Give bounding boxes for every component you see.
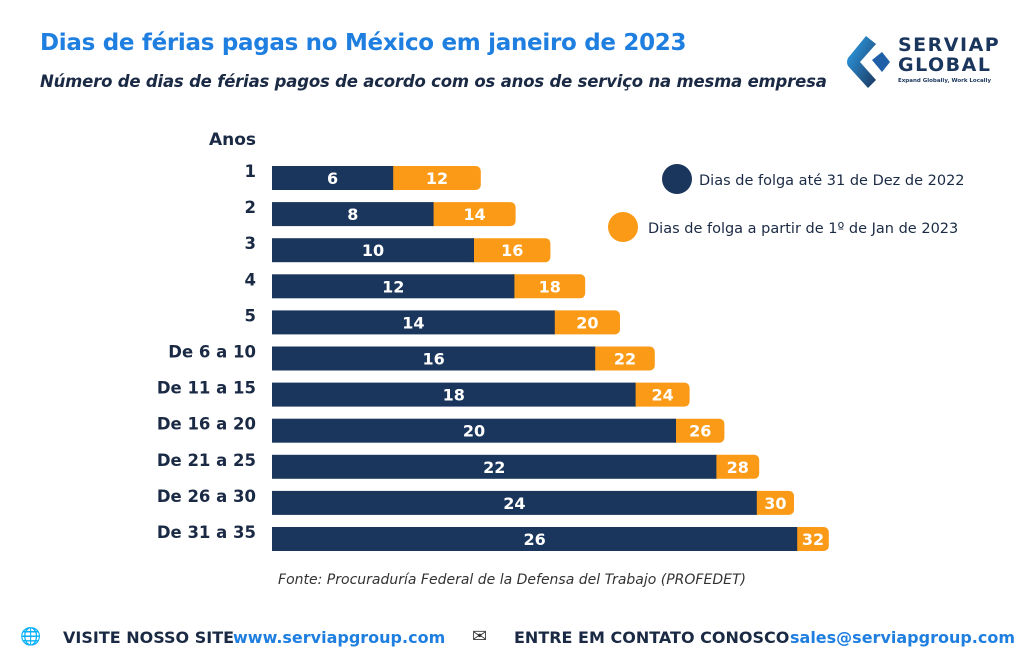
logo-text: SERVIAP bbox=[898, 34, 1001, 56]
legend-label-2022: Dias de folga até 31 de Dez de 2022 bbox=[699, 173, 965, 189]
bar-2022 bbox=[272, 310, 555, 335]
bar-2022 bbox=[272, 490, 757, 515]
bar-2022 bbox=[272, 346, 596, 371]
data-label-2023: 22 bbox=[614, 350, 636, 369]
data-label-2023: 30 bbox=[764, 494, 786, 513]
category-label: De 31 a 35 bbox=[157, 523, 256, 542]
legend-swatch-2023 bbox=[608, 212, 638, 242]
bar-2022 bbox=[272, 166, 394, 190]
bar-2023 bbox=[710, 454, 760, 479]
bar-2022 bbox=[272, 238, 474, 263]
bar-2023 bbox=[508, 274, 586, 299]
category-label: De 11 a 15 bbox=[157, 379, 256, 398]
data-label-2022: 14 bbox=[402, 313, 424, 332]
data-label-2023: 24 bbox=[651, 386, 673, 405]
data-label-2022: 24 bbox=[503, 494, 525, 513]
logo-text: GLOBAL bbox=[898, 54, 992, 76]
mail-icon: ✉ bbox=[472, 626, 488, 647]
page-title: Dias de férias pagas no México em janeir… bbox=[40, 30, 687, 56]
bar-2022 bbox=[272, 454, 717, 479]
category-label: De 21 a 25 bbox=[157, 451, 256, 470]
bar-2022 bbox=[272, 418, 676, 443]
data-label-2023: 14 bbox=[463, 205, 485, 224]
category-label: 4 bbox=[245, 270, 256, 289]
footer: 🌐 VISITE NOSSO SITE www.serviapgroup.com… bbox=[0, 626, 1024, 652]
category-label: De 16 a 20 bbox=[157, 415, 256, 434]
data-label-2022: 12 bbox=[382, 277, 404, 296]
data-label-2022: 22 bbox=[483, 458, 505, 477]
category-label: 2 bbox=[245, 198, 256, 217]
data-label-2022: 10 bbox=[362, 241, 384, 260]
bar-2023 bbox=[629, 382, 690, 407]
bar-2023 bbox=[791, 527, 829, 551]
legend-label-2023: Dias de folga a partir de 1º de Jan de 2… bbox=[648, 221, 958, 237]
data-label-2023: 18 bbox=[539, 277, 561, 296]
data-label-2022: 20 bbox=[463, 422, 485, 441]
legend: Dias de folga até 31 de Dez de 2022 Dias… bbox=[608, 164, 965, 242]
category-label: 1 bbox=[245, 162, 256, 181]
bar-2022 bbox=[272, 382, 636, 407]
data-label-2023: 28 bbox=[727, 458, 749, 477]
data-label-2023: 16 bbox=[501, 241, 523, 260]
bar-2022 bbox=[272, 274, 515, 299]
bar-2023 bbox=[548, 310, 620, 335]
category-label: De 26 a 30 bbox=[157, 487, 256, 506]
data-label-2022: 8 bbox=[347, 205, 358, 224]
data-label-2023: 26 bbox=[689, 422, 711, 441]
bar-2023 bbox=[750, 490, 794, 515]
source-note: Fonte: Procuraduría Federal de la Defens… bbox=[278, 572, 746, 588]
bar-2022 bbox=[272, 202, 434, 227]
bar-2023 bbox=[427, 202, 516, 227]
data-label-2023: 32 bbox=[802, 530, 824, 549]
bar-2022 bbox=[272, 527, 798, 551]
logo-mark-icon bbox=[847, 36, 890, 88]
data-label-2023: 20 bbox=[576, 313, 598, 332]
category-header: Anos bbox=[209, 130, 256, 150]
contact-label: ENTRE EM CONTATO CONOSCO bbox=[514, 628, 790, 647]
category-label: 3 bbox=[245, 234, 256, 253]
data-label-2022: 26 bbox=[523, 530, 545, 549]
bar-2023 bbox=[468, 238, 551, 263]
bar-2023 bbox=[589, 346, 655, 371]
legend-swatch-2022 bbox=[662, 164, 692, 194]
page-subtitle: Número de dias de férias pagos de acordo… bbox=[40, 72, 827, 91]
logo-tagline: Expand Globally, Work Locally bbox=[898, 78, 992, 84]
category-label: De 6 a 10 bbox=[168, 343, 256, 362]
globe-icon: 🌐 bbox=[20, 627, 42, 647]
data-label-2022: 16 bbox=[422, 350, 444, 369]
visit-site-label: VISITE NOSSO SITE bbox=[63, 628, 235, 647]
serviap-logo: SERVIAP GLOBAL Expand Globally, Work Loc… bbox=[846, 34, 999, 90]
bar-2023 bbox=[387, 166, 481, 190]
category-label: 5 bbox=[245, 306, 256, 325]
bar-2023 bbox=[670, 418, 725, 443]
website-link[interactable]: www.serviapgroup.com bbox=[233, 628, 446, 647]
email-link[interactable]: sales@serviapgroup.com bbox=[790, 628, 1016, 647]
data-label-2023: 12 bbox=[426, 169, 448, 188]
data-label-2022: 6 bbox=[327, 169, 338, 188]
data-label-2022: 18 bbox=[443, 386, 465, 405]
